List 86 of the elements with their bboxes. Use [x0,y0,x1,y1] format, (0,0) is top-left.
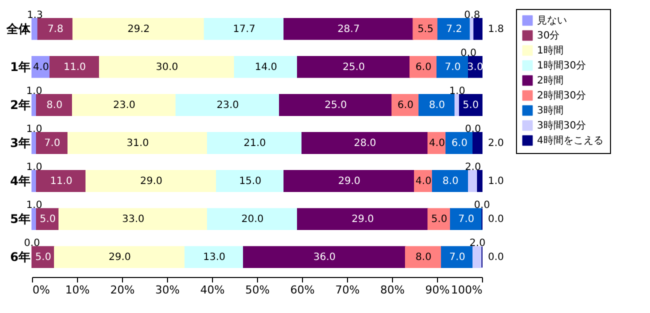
x-tick-label: 40% [200,284,225,296]
x-tick-label: 70% [335,284,360,296]
data-label: 5.5 [418,24,434,35]
x-tick-label: 10% [65,284,90,296]
data-label: 5.0 [431,214,448,226]
data-label: 29.0 [338,176,360,188]
x-tick-label: 80% [380,284,405,296]
y-tick-label: 3年 [10,136,30,150]
data-label: 11.0 [64,62,86,73]
data-label: 13.0 [203,252,226,264]
data-label: 4.0 [429,138,445,149]
data-label: 7.2 [446,24,462,35]
data-label: 2.0 [465,162,481,174]
legend-label: 2時間30分 [537,90,586,102]
data-label: 7.0 [44,138,60,149]
data-label: 14.0 [254,62,278,73]
x-tick-label: 30% [155,284,180,296]
data-label: 2.0 [470,238,486,250]
data-label: 6.0 [416,62,432,73]
data-label: 20.0 [241,214,264,226]
data-label: 8.0 [416,252,432,264]
data-label: 1.0 [26,200,42,212]
data-label: 15.0 [239,176,262,188]
data-label: 8.0 [429,100,445,111]
legend-label: 3時間 [537,104,564,116]
data-label: 8.0 [46,100,62,111]
data-label: 33.0 [122,214,144,226]
data-label: 4.0 [33,62,49,73]
data-label: 6.0 [452,138,468,149]
data-label: 0.0 [488,252,504,264]
data-label: 0.0 [474,200,490,212]
data-label: 5.0 [462,100,479,111]
data-label: 29.0 [108,252,131,264]
data-label: 0.0 [488,214,504,226]
data-label: 5.0 [35,252,52,264]
legend-label: 見ない [537,16,567,26]
data-label: 1.0 [488,176,504,188]
data-label: 4.0 [416,176,432,188]
y-tick-label: 6年 [10,250,30,264]
legend-label: 1時間30分 [537,60,586,72]
data-label: 23.0 [113,100,136,111]
y-tick-label: 4年 [10,174,30,188]
data-label: 6.0 [398,100,414,111]
data-label: 30.0 [156,62,178,73]
data-label: 7.0 [444,62,461,73]
legend-label: 2時間 [537,74,564,86]
data-label: 0.0 [24,238,40,250]
data-label: 31.0 [126,138,149,149]
data-label: 1.0 [26,86,42,97]
data-label: 23.0 [216,100,239,111]
legend-label: 3時間30分 [537,120,586,132]
x-tick-label: 0% [32,284,50,296]
data-label: 11.0 [50,176,72,188]
data-label: 28.0 [354,138,376,149]
data-label: 17.7 [233,24,256,35]
legend-label: 1時間 [537,44,564,56]
data-label: 8.0 [442,176,458,188]
y-tick-label: 1年 [10,60,30,74]
data-label: 1.0 [26,124,42,135]
legend-label: 30分 [537,30,560,42]
y-tick-label: 2年 [10,98,30,112]
data-label: 3.0 [467,62,484,73]
y-tick-label: 全体 [6,22,32,36]
x-tick-label: 50% [245,284,270,296]
data-label: 21.0 [244,138,266,149]
data-label: 29.2 [128,24,150,35]
data-label: 29.0 [140,176,162,188]
legend-label: 4時間をこえる [537,134,604,146]
data-label: 7.0 [458,214,474,226]
x-tick-label: 60% [290,284,315,296]
data-label: 28.7 [337,24,360,35]
data-label: 5.0 [40,214,56,226]
y-tick-label: 5年 [10,212,30,226]
data-label: 25.0 [342,62,365,73]
data-label: 7.8 [47,24,64,35]
data-label: 7.0 [449,252,466,264]
data-label: 2.0 [488,138,504,149]
data-label: 36.0 [313,252,336,264]
data-label: 29.0 [352,214,374,226]
x-tick-label: 90% [425,284,450,296]
x-tick-label: 20% [110,284,135,296]
data-label: 25.0 [324,100,347,111]
data-label: 1.0 [26,162,42,174]
data-label: 1.3 [26,10,43,21]
data-label: 1.8 [488,24,504,35]
x-tick-label: 100% [451,284,482,296]
